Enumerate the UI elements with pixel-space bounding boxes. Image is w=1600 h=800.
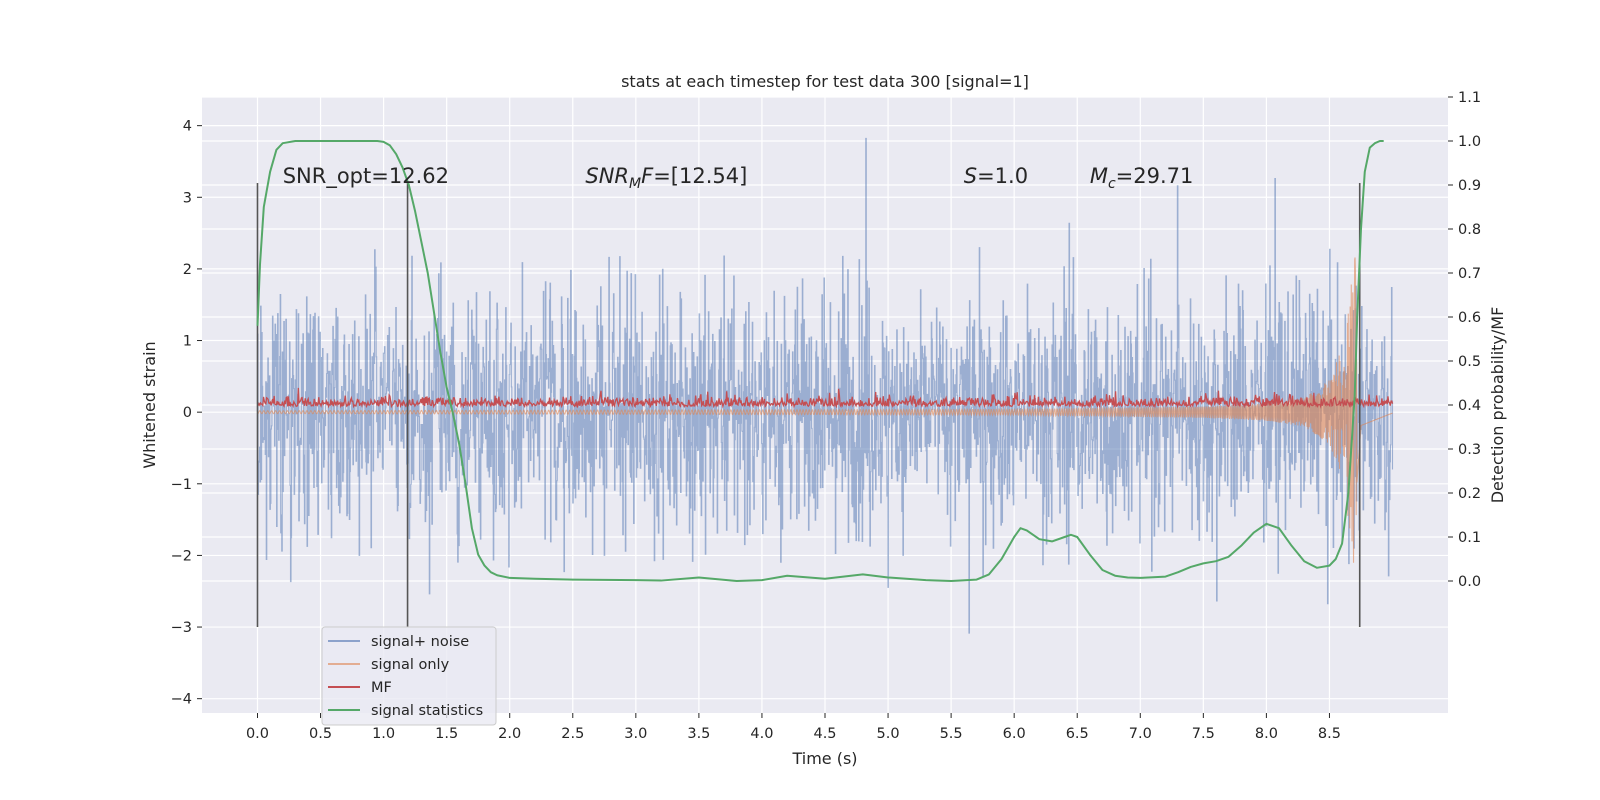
x-tick-label: 8.5 bbox=[1318, 726, 1341, 742]
annotation-main: M bbox=[1090, 164, 1108, 188]
x-tick-label: 7.5 bbox=[1192, 726, 1215, 742]
y-tick-label: 3 bbox=[183, 190, 192, 206]
chart-title: stats at each timestep for test data 300… bbox=[621, 72, 1029, 91]
annotation-main: SNR bbox=[585, 164, 629, 188]
x-tick-label: 2.0 bbox=[498, 726, 521, 742]
x-tick-label: 8.0 bbox=[1255, 726, 1278, 742]
y2-tick-label: 0.8 bbox=[1458, 222, 1481, 238]
legend-label-mf: MF bbox=[371, 680, 392, 696]
annotation-subscript: c bbox=[1108, 176, 1116, 192]
y2-tick-label: 0.0 bbox=[1458, 574, 1481, 590]
annotations: SNR_opt=12.62 SNRMF=[12.54] S=1.0 Mc=29.71 bbox=[283, 164, 1194, 192]
y-axis-label: Whitened strain bbox=[140, 341, 159, 468]
x-tick-label: 4.0 bbox=[750, 726, 773, 742]
y-tick-label: −4 bbox=[171, 692, 192, 708]
y-tick-label: −2 bbox=[171, 548, 192, 564]
y2-tick-label: 0.5 bbox=[1458, 354, 1481, 370]
annotation-3: Mc=29.71 bbox=[1090, 164, 1194, 192]
x-tick-label: 1.0 bbox=[372, 726, 395, 742]
legend-label-noisy: signal+ noise bbox=[371, 634, 469, 650]
y2-tick-label: 1.1 bbox=[1458, 90, 1481, 106]
x-tick-label: 3.0 bbox=[624, 726, 647, 742]
x-tick-label: 0.5 bbox=[309, 726, 332, 742]
y-tick-label: 1 bbox=[183, 334, 192, 350]
x-tick-label: 6.0 bbox=[1003, 726, 1026, 742]
y2-tick-label: 0.6 bbox=[1458, 310, 1481, 326]
x-axis-ticks: 0.0 0.5 1.0 1.5 2.0 2.5 3.0 3.5 4.0 4.5 5.0 5.5 6.0 6… bbox=[246, 713, 1341, 742]
x-tick-label: 5.0 bbox=[877, 726, 900, 742]
x-tick-label: 6.5 bbox=[1066, 726, 1089, 742]
y-tick-label: 2 bbox=[183, 262, 192, 278]
annotation-tail: =[12.54] bbox=[653, 164, 747, 188]
legend-label-signal-statistics: signal statistics bbox=[371, 703, 483, 719]
annotation-italic: S bbox=[964, 164, 977, 188]
annotation-italic-tail: F bbox=[641, 164, 654, 188]
y2-tick-label: 0.1 bbox=[1458, 530, 1481, 546]
y2-tick-label: 1.0 bbox=[1458, 134, 1481, 150]
x-tick-label: 7.0 bbox=[1129, 726, 1152, 742]
annotation-1: SNRMF=[12.54] bbox=[585, 164, 747, 192]
x-tick-label: 5.5 bbox=[940, 726, 963, 742]
x-tick-label: 2.5 bbox=[561, 726, 584, 742]
x-tick-label: 4.5 bbox=[813, 726, 836, 742]
y-tick-label: −3 bbox=[171, 620, 192, 636]
y2-axis-label: Detection probability/MF bbox=[1488, 307, 1507, 504]
annotation-2: S=1.0 bbox=[964, 164, 1028, 188]
x-tick-label: 3.5 bbox=[687, 726, 710, 742]
series-signal-statistics bbox=[256, 140, 1384, 582]
y-tick-label: 4 bbox=[183, 119, 192, 135]
series-signal-only bbox=[257, 257, 1393, 563]
signal-only-line bbox=[257, 257, 1393, 563]
y-axis-ticks: 4 3 2 1 0 −1 −2 −3 −4 bbox=[171, 119, 202, 708]
y-tick-label: −1 bbox=[171, 477, 192, 493]
signal-plus-noise-line bbox=[256, 137, 1394, 634]
annotation-0: SNR_opt=12.62 bbox=[283, 164, 449, 189]
legend-box bbox=[321, 626, 497, 726]
x-tick-label: 1.5 bbox=[435, 726, 458, 742]
annotation-tail: =1.0 bbox=[977, 164, 1028, 188]
x-axis-label: Time (s) bbox=[791, 749, 857, 768]
y2-tick-label: 0.4 bbox=[1458, 398, 1481, 414]
y2-tick-label: 0.2 bbox=[1458, 486, 1481, 502]
y2-tick-label: 0.7 bbox=[1458, 266, 1481, 282]
legend-label-signal-only: signal only bbox=[371, 657, 450, 673]
mf-line bbox=[257, 387, 1394, 409]
y-tick-label: 0 bbox=[183, 405, 192, 421]
data-series bbox=[256, 137, 1394, 634]
y2-axis-ticks: 1.1 1.0 0.9 0.8 0.7 0.6 0.5 0.4 0.3 0.2 0.1 0.0 bbox=[1448, 90, 1481, 590]
x-tick-label: 0.0 bbox=[246, 726, 269, 742]
signal-statistics-line bbox=[256, 140, 1384, 582]
y2-tick-label: 0.9 bbox=[1458, 178, 1481, 194]
annotation-tail: =29.71 bbox=[1116, 164, 1194, 188]
series-signal-plus-noise bbox=[256, 137, 1394, 634]
series-mf bbox=[257, 387, 1394, 409]
annotation-subscript: M bbox=[629, 176, 641, 192]
legend: signal+ noise signal only MF signal stat… bbox=[321, 626, 497, 726]
y2-tick-label: 0.3 bbox=[1458, 442, 1481, 458]
